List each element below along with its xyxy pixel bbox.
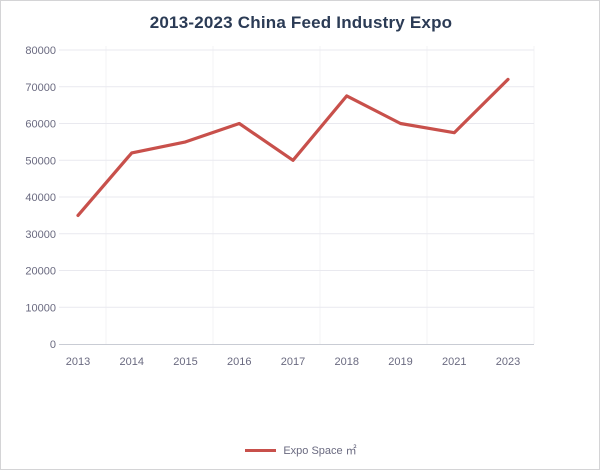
x-axis-tick-label: 2021 (442, 356, 466, 368)
x-axis-tick-label: 2013 (66, 356, 90, 368)
y-axis-tick-label: 60000 (25, 119, 56, 131)
y-axis-tick-label: 40000 (25, 192, 56, 204)
chart-title: 2013-2023 China Feed Industry Expo (149, 13, 453, 32)
x-axis-tick-label: 2014 (120, 356, 144, 368)
x-axis-tick-label: 2017 (281, 356, 305, 368)
y-axis-tick-label: 10000 (25, 302, 56, 314)
legend: Expo Space ㎡ (1, 442, 600, 458)
y-axis-tick-label: 20000 (25, 266, 56, 278)
y-axis-tick-label: 50000 (25, 155, 56, 167)
y-axis-tick-label: 0 (50, 339, 56, 351)
data-series-line (76, 77, 510, 217)
y-axis-tick-label: 30000 (25, 229, 56, 241)
x-axis-tick-label: 2018 (335, 356, 359, 368)
legend-line-swatch (245, 448, 277, 452)
x-axis-tick-label: 2016 (227, 356, 251, 368)
legend-label: Expo Space ㎡ (283, 445, 357, 457)
y-axis-tick-label: 70000 (25, 82, 56, 94)
x-axis-tick-label: 2015 (173, 356, 197, 368)
y-axis-tick-label: 80000 (25, 45, 56, 57)
x-axis-tick-label: 2023 (496, 356, 520, 368)
x-axis-tick-label: 2019 (388, 356, 412, 368)
